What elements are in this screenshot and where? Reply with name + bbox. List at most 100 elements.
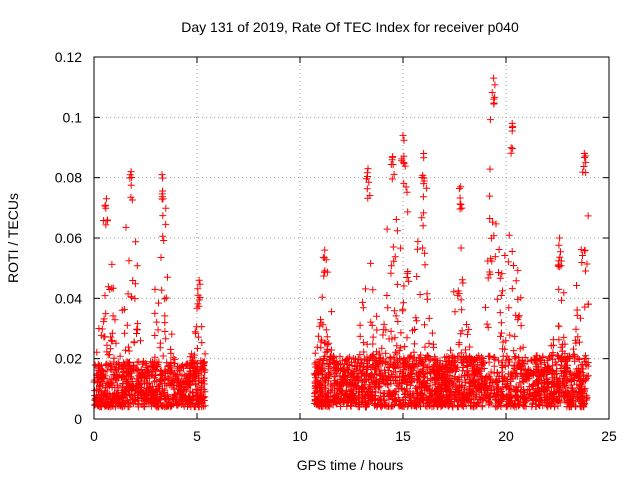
- data-point: [418, 214, 426, 222]
- data-point: [490, 362, 498, 370]
- data-point: [576, 338, 583, 346]
- data-point: [449, 354, 456, 362]
- data-point: [161, 328, 169, 335]
- data-point: [461, 372, 468, 380]
- data-point: [325, 388, 333, 396]
- data-point: [479, 375, 486, 383]
- data-point: [362, 403, 369, 411]
- data-point: [528, 382, 536, 390]
- data-point: [578, 259, 586, 266]
- data-point: [433, 385, 441, 393]
- data-point: [161, 386, 169, 394]
- data-point: [461, 386, 469, 394]
- data-point: [158, 401, 166, 409]
- data-point: [528, 371, 536, 379]
- data-point: [337, 367, 344, 375]
- data-point: [575, 365, 583, 372]
- data-point: [414, 376, 422, 384]
- data-point: [149, 394, 157, 402]
- data-point: [393, 227, 401, 235]
- data-point: [164, 391, 172, 399]
- data-point: [192, 372, 200, 380]
- data-point: [538, 368, 546, 376]
- data-point: [463, 368, 471, 376]
- data-point: [486, 215, 494, 222]
- data-point: [356, 351, 364, 359]
- data-point: [196, 294, 204, 301]
- data-point: [122, 346, 129, 354]
- data-point: [158, 377, 166, 385]
- data-point: [555, 257, 563, 265]
- data-point: [390, 307, 398, 315]
- data-point: [555, 285, 563, 293]
- data-point: [428, 329, 436, 337]
- data-point: [584, 300, 592, 308]
- data-point: [403, 334, 411, 342]
- data-point: [328, 308, 336, 316]
- data-point: [201, 350, 209, 358]
- data-point: [576, 368, 584, 376]
- data-point: [569, 393, 577, 401]
- data-point: [143, 385, 151, 392]
- data-point: [183, 361, 191, 369]
- data-point: [199, 402, 207, 410]
- data-point: [98, 398, 106, 406]
- data-point: [539, 352, 547, 360]
- data-point: [353, 365, 361, 373]
- data-point: [482, 382, 490, 390]
- data-point: [324, 341, 332, 348]
- data-point: [326, 396, 334, 404]
- data-point: [134, 320, 142, 328]
- data-point: [432, 387, 440, 394]
- data-point: [191, 403, 199, 411]
- data-point: [151, 400, 159, 408]
- data-point: [400, 399, 407, 406]
- data-point: [404, 208, 412, 216]
- data-point: [486, 165, 494, 173]
- data-point: [134, 403, 142, 411]
- data-point: [413, 317, 421, 325]
- data-point: [318, 386, 326, 394]
- data-point: [496, 309, 504, 317]
- data-point: [321, 381, 329, 389]
- data-point: [491, 81, 499, 89]
- data-point: [146, 384, 154, 392]
- data-point: [499, 338, 507, 346]
- data-point: [115, 365, 122, 373]
- data-point: [321, 246, 329, 254]
- data-point: [192, 329, 200, 337]
- data-point: [369, 350, 377, 358]
- data-point: [572, 325, 580, 333]
- data-point: [542, 366, 550, 374]
- data-point: [457, 201, 465, 209]
- data-point: [427, 355, 435, 363]
- data-point: [162, 204, 170, 212]
- data-point: [499, 287, 506, 295]
- data-point: [441, 353, 449, 361]
- data-point: [473, 387, 481, 395]
- x-tick-label: 20: [498, 428, 514, 444]
- data-point: [414, 238, 422, 246]
- data-point: [106, 361, 114, 369]
- data-point: [167, 380, 175, 388]
- data-point: [161, 312, 169, 320]
- data-point: [125, 257, 133, 265]
- data-point: [108, 336, 115, 344]
- data-point: [484, 257, 492, 265]
- data-point: [114, 402, 122, 410]
- data-point: [557, 248, 564, 256]
- data-point: [135, 397, 143, 405]
- data-point: [428, 392, 435, 400]
- data-point: [402, 394, 409, 401]
- data-point: [483, 372, 491, 380]
- data-point: [575, 356, 583, 363]
- data-point: [413, 395, 421, 403]
- data-point: [343, 365, 351, 373]
- data-point: [455, 387, 463, 394]
- data-point: [314, 378, 322, 386]
- data-point: [399, 307, 407, 315]
- y-tick-label: 0.12: [55, 49, 82, 65]
- data-point: [176, 393, 184, 401]
- data-point: [344, 379, 352, 387]
- data-point: [349, 397, 357, 405]
